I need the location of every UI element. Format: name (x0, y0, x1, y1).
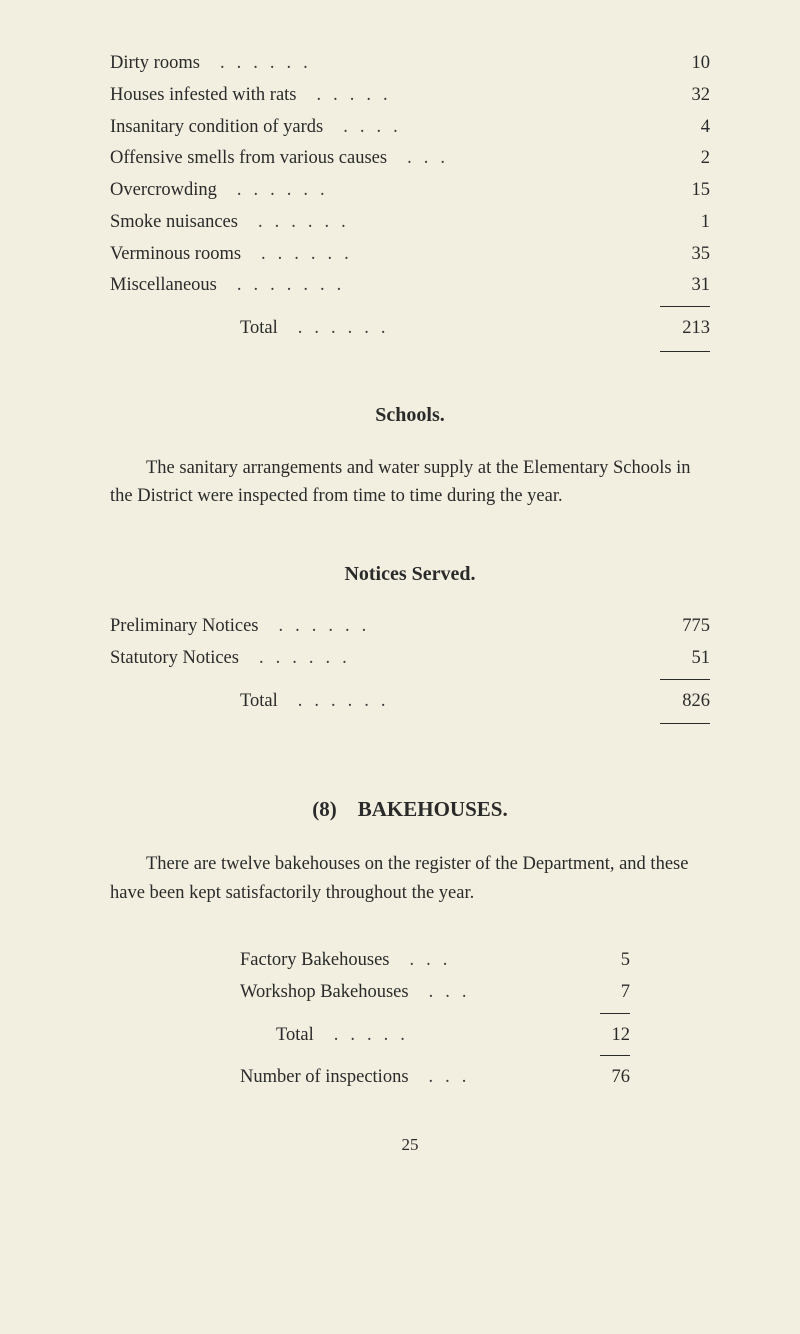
bakehouses-heading: (8) BAKEHOUSES. (110, 794, 710, 826)
rule-line (600, 1055, 630, 1056)
item-label: Smoke nuisances (110, 209, 238, 237)
item-label: Insanitary condition of yards (110, 114, 323, 142)
total-row: Total ..... 12 (240, 1022, 630, 1050)
item-value: 35 (660, 241, 710, 269)
list-item: Statutory Notices ...... 51 (110, 645, 710, 673)
rule-line (660, 351, 710, 352)
inspections-row: Number of inspections ... 76 (240, 1064, 630, 1092)
leader-dots: ... (390, 947, 580, 975)
total-label: Total (276, 1022, 314, 1050)
schools-paragraph: The sanitary arrangements and water supp… (110, 454, 710, 511)
item-value: 2 (660, 145, 710, 173)
page-content: Dirty rooms ...... 10 Houses infested wi… (110, 50, 710, 1158)
total-label: Total (240, 315, 278, 343)
rule-line (660, 306, 710, 307)
item-value: 15 (660, 177, 710, 205)
total-row: Total ...... 826 (110, 688, 710, 716)
notices-list: Preliminary Notices ...... 775 Statutory… (110, 613, 710, 724)
total-value: 213 (660, 315, 710, 343)
inspections-label: Number of inspections (240, 1064, 409, 1092)
list-item: Miscellaneous ....... 31 (110, 272, 710, 300)
item-value: 1 (660, 209, 710, 237)
item-label: Dirty rooms (110, 50, 200, 78)
item-label: Workshop Bakehouses (240, 979, 409, 1007)
item-value: 10 (660, 50, 710, 78)
leader-dots: ... (409, 979, 580, 1007)
leader-dots: ... (387, 145, 660, 173)
bakehouses-paragraph: There are twelve bakehouses on the regis… (110, 850, 710, 907)
item-value: 5 (580, 947, 630, 975)
list-item: Verminous rooms ...... 35 (110, 241, 710, 269)
rule-line (660, 679, 710, 680)
item-value: 31 (660, 272, 710, 300)
leader-dots: ...... (217, 177, 660, 205)
rule-line (600, 1013, 630, 1014)
list-item: Dirty rooms ...... 10 (110, 50, 710, 78)
leader-dots: ... (409, 1064, 580, 1092)
list-item: Offensive smells from various causes ...… (110, 145, 710, 173)
item-label: Verminous rooms (110, 241, 241, 269)
list-item: Smoke nuisances ...... 1 (110, 209, 710, 237)
list-item: Overcrowding ...... 15 (110, 177, 710, 205)
item-value: 32 (660, 82, 710, 110)
total-value: 826 (660, 688, 710, 716)
leader-dots: ....... (217, 272, 660, 300)
item-label: Preliminary Notices (110, 613, 258, 641)
leader-dots: .... (323, 114, 660, 142)
schools-heading: Schools. (110, 400, 710, 430)
item-value: 7 (580, 979, 630, 1007)
list-item: Workshop Bakehouses ... 7 (240, 979, 630, 1007)
list-item: Insanitary condition of yards .... 4 (110, 114, 710, 142)
complaints-list: Dirty rooms ...... 10 Houses infested wi… (110, 50, 710, 352)
leader-dots: ...... (200, 50, 660, 78)
leader-dots: ...... (239, 645, 660, 673)
item-value: 775 (660, 613, 710, 641)
bakehouses-list: Factory Bakehouses ... 5 Workshop Bakeho… (110, 947, 710, 1092)
leader-dots: ...... (278, 688, 660, 716)
rule-line (660, 723, 710, 724)
item-label: Miscellaneous (110, 272, 217, 300)
item-label: Houses infested with rats (110, 82, 297, 110)
leader-dots: ...... (258, 613, 660, 641)
total-row: Total ...... 213 (110, 315, 710, 343)
item-value: 51 (660, 645, 710, 673)
total-value: 12 (580, 1022, 630, 1050)
item-label: Offensive smells from various causes (110, 145, 387, 173)
list-item: Houses infested with rats ..... 32 (110, 82, 710, 110)
leader-dots: ...... (278, 315, 660, 343)
item-label: Factory Bakehouses (240, 947, 390, 975)
total-label: Total (240, 688, 278, 716)
leader-dots: ...... (238, 209, 660, 237)
list-item: Factory Bakehouses ... 5 (240, 947, 630, 975)
leader-dots: ...... (241, 241, 660, 269)
item-value: 4 (660, 114, 710, 142)
page-number: 25 (110, 1132, 710, 1158)
inspections-value: 76 (580, 1064, 630, 1092)
list-item: Preliminary Notices ...... 775 (110, 613, 710, 641)
item-label: Statutory Notices (110, 645, 239, 673)
leader-dots: ..... (297, 82, 660, 110)
item-label: Overcrowding (110, 177, 217, 205)
leader-dots: ..... (314, 1022, 580, 1050)
notices-heading: Notices Served. (110, 559, 710, 589)
